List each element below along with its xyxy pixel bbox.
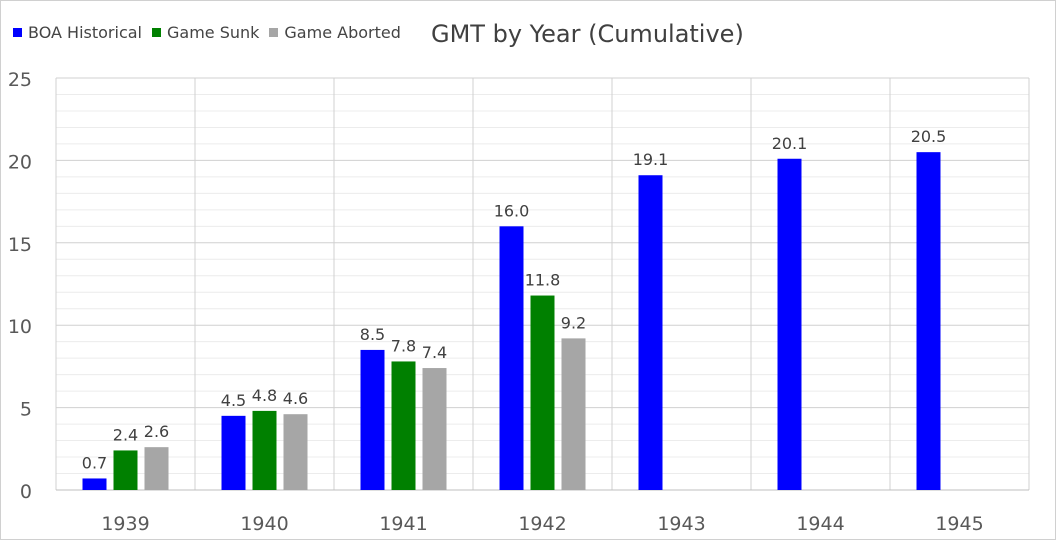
bar-game-sunk <box>113 450 138 490</box>
x-tick-label: 1942 <box>518 513 566 535</box>
data-label: 4.5 <box>221 391 246 410</box>
data-label: 4.6 <box>283 389 308 408</box>
bar-game-aborted <box>422 368 447 490</box>
legend-label-boa-historical: BOA Historical <box>28 23 142 42</box>
x-tick-label: 1941 <box>379 513 427 535</box>
bar-game-sunk <box>530 295 555 490</box>
bar-game-aborted <box>144 447 169 490</box>
y-tick-label: 20 <box>8 151 32 173</box>
x-tick-label: 1944 <box>796 513 844 535</box>
legend-swatch-boa-historical <box>13 28 22 37</box>
bar-boa-historical <box>916 152 941 490</box>
chart-legend: BOA Historical Game Sunk Game Aborted <box>13 23 411 42</box>
data-label: 9.2 <box>561 313 586 332</box>
bar-game-aborted <box>561 338 586 490</box>
bar-game-aborted <box>283 414 308 490</box>
bar-game-sunk <box>391 361 416 490</box>
y-tick-label: 25 <box>8 69 32 91</box>
y-tick-label: 5 <box>20 399 32 421</box>
data-label: 0.7 <box>82 453 107 472</box>
y-tick-label: 15 <box>8 234 32 256</box>
data-label: 20.5 <box>911 127 947 146</box>
chart-title: GMT by Year (Cumulative) <box>431 20 744 48</box>
data-label: 20.1 <box>772 134 808 153</box>
x-tick-label: 1940 <box>240 513 288 535</box>
data-label: 7.4 <box>422 343 447 362</box>
data-label: 11.8 <box>525 271 561 290</box>
y-tick-label: 0 <box>20 481 32 503</box>
bar-boa-historical <box>777 158 802 490</box>
data-label: 7.8 <box>391 336 416 355</box>
legend-swatch-game-aborted <box>269 28 279 37</box>
data-label: 8.5 <box>360 325 385 344</box>
bar-boa-historical <box>82 478 107 490</box>
legend-label-game-sunk: Game Sunk <box>166 23 260 42</box>
legend-swatch-game-sunk <box>151 28 161 37</box>
data-label: 4.8 <box>252 386 277 405</box>
x-tick-label: 1945 <box>935 513 983 535</box>
data-label: 19.1 <box>633 150 669 169</box>
data-label: 2.6 <box>144 422 169 441</box>
legend-label-game-aborted: Game Aborted <box>284 23 401 42</box>
bar-boa-historical <box>360 349 385 490</box>
data-label: 16.0 <box>494 201 530 220</box>
y-tick-label: 10 <box>8 316 32 338</box>
data-label: 2.4 <box>113 425 138 444</box>
bar-game-sunk <box>252 410 277 490</box>
legend-item-game-aborted: Game Aborted <box>269 23 401 42</box>
bar-boa-historical <box>499 226 524 490</box>
x-tick-label: 1943 <box>657 513 705 535</box>
legend-item-game-sunk: Game Sunk <box>151 23 260 42</box>
legend-item-boa-historical: BOA Historical <box>13 23 142 42</box>
bar-boa-historical <box>638 175 663 490</box>
x-tick-label: 1939 <box>101 513 149 535</box>
bar-boa-historical <box>221 415 246 490</box>
